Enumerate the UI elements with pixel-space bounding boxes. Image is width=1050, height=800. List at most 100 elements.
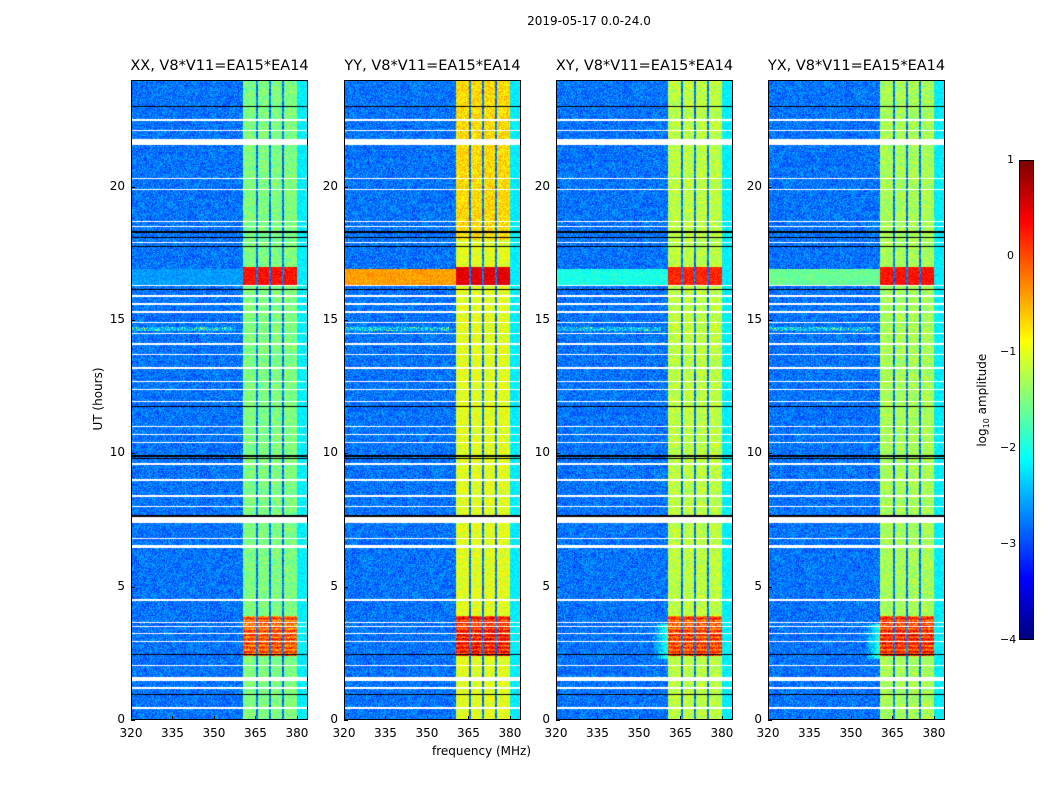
x-tick-label: 380 xyxy=(922,726,946,740)
x-tick-label: 320 xyxy=(119,726,143,740)
x-tick-mark xyxy=(638,716,640,720)
heatmap-panel: YY, V8*V11=EA15*EA14 320 335 350 365 380 0 5 10 1… xyxy=(323,58,522,740)
x-tick-label: 320 xyxy=(332,726,356,740)
colorbar-tick-label: −1 xyxy=(1000,345,1017,358)
y-tick-label: 15 xyxy=(534,312,550,326)
colorbar-tick-label: 0 xyxy=(1007,249,1014,262)
y-tick-mark xyxy=(131,320,135,321)
colorbar-label: log10 amplitude xyxy=(975,340,991,460)
y-tick-mark xyxy=(131,453,135,455)
heatmap-panel: XX, V8*V11=EA15*EA14 320 335 350 365 380 0 5 10 1… xyxy=(110,58,309,740)
x-axis-label: frequency (MHz) xyxy=(432,744,532,758)
x-tick-mark xyxy=(385,716,387,720)
y-tick-label: 5 xyxy=(754,578,762,593)
y-tick-label: 0 xyxy=(754,712,762,726)
figure-title: 2019-05-17 0.0-24.0 xyxy=(527,14,651,28)
x-tick-label: 350 xyxy=(627,726,651,740)
y-tick-mark xyxy=(344,186,348,188)
x-tick-mark xyxy=(468,716,470,720)
x-tick-mark xyxy=(213,716,215,720)
colorbar-tick-label: −2 xyxy=(1000,441,1017,454)
y-axis-label: UT (hours) xyxy=(91,367,105,431)
y-tick-mark xyxy=(344,720,348,721)
y-tick-label: 10 xyxy=(746,445,762,460)
y-tick-label: 20 xyxy=(534,178,550,193)
y-tick-label: 20 xyxy=(746,178,762,193)
y-tick-label: 15 xyxy=(746,312,762,326)
x-tick-mark xyxy=(509,716,511,720)
x-tick-label: 380 xyxy=(285,726,309,740)
x-tick-mark xyxy=(344,716,345,720)
x-tick-mark xyxy=(296,716,298,720)
panel-title: XY, V8*V11=EA15*EA14 xyxy=(555,58,734,74)
y-tick-mark xyxy=(556,186,560,188)
colorbar-tick-label: −4 xyxy=(1000,633,1017,646)
x-tick-label: 335 xyxy=(161,726,184,740)
panel-title: YX, V8*V11=EA15*EA14 xyxy=(767,58,946,74)
colorbar xyxy=(1019,160,1034,640)
y-tick-label: 5 xyxy=(542,578,550,593)
x-tick-label: 350 xyxy=(839,726,863,740)
y-tick-mark xyxy=(344,320,348,321)
x-tick-mark xyxy=(426,716,428,720)
x-tick-mark xyxy=(172,716,174,720)
x-tick-label: 365 xyxy=(881,726,904,740)
x-tick-mark xyxy=(556,716,557,720)
axes-frame xyxy=(344,80,521,720)
y-tick-label: 15 xyxy=(109,312,125,326)
x-tick-label: 380 xyxy=(710,726,734,740)
y-tick-mark xyxy=(768,320,772,321)
x-tick-mark xyxy=(255,716,257,720)
y-tick-label: 5 xyxy=(117,578,125,593)
panel-title: YY, V8*V11=EA15*EA14 xyxy=(344,58,521,74)
y-tick-label: 20 xyxy=(322,178,338,193)
y-tick-mark xyxy=(556,586,560,588)
y-tick-mark xyxy=(344,453,348,455)
x-tick-mark xyxy=(768,716,769,720)
heatmap-panel: XY, V8*V11=EA15*EA14 320 335 350 365 380 0 5 10 1… xyxy=(535,58,734,740)
x-tick-label: 350 xyxy=(202,726,226,740)
x-tick-label: 320 xyxy=(756,726,780,740)
heatmap-image xyxy=(556,80,733,720)
colorbar-label-rest: amplitude xyxy=(974,353,989,419)
colorbar-tick-label: 1 xyxy=(1007,153,1014,166)
x-tick-label: 320 xyxy=(544,726,568,740)
x-tick-mark xyxy=(809,716,811,720)
y-tick-mark xyxy=(556,453,560,455)
y-tick-mark xyxy=(556,720,560,721)
x-tick-label: 335 xyxy=(374,726,397,740)
y-tick-mark xyxy=(768,720,772,721)
x-tick-label: 350 xyxy=(415,726,439,740)
y-tick-mark xyxy=(131,720,135,721)
x-tick-label: 335 xyxy=(586,726,609,740)
x-tick-mark xyxy=(721,716,723,720)
y-tick-label: 0 xyxy=(117,712,125,726)
y-tick-label: 15 xyxy=(322,312,338,326)
x-tick-label: 335 xyxy=(798,726,821,740)
y-tick-mark xyxy=(131,586,135,588)
x-tick-mark xyxy=(933,716,935,720)
y-tick-mark xyxy=(768,186,772,188)
y-tick-label: 5 xyxy=(330,578,338,593)
heatmap-image xyxy=(768,80,945,720)
panel-title: XX, V8*V11=EA15*EA14 xyxy=(130,58,309,74)
y-tick-label: 10 xyxy=(534,445,550,460)
colorbar-tick-label: −3 xyxy=(1000,537,1017,550)
axes-frame xyxy=(131,80,308,720)
x-tick-label: 365 xyxy=(457,726,480,740)
axes-frame xyxy=(556,80,733,720)
y-tick-mark xyxy=(556,320,560,321)
colorbar-label-sub: 10 xyxy=(982,418,992,429)
x-tick-mark xyxy=(892,716,894,720)
colorbar-label-main: log xyxy=(974,428,989,447)
y-tick-mark xyxy=(768,453,772,455)
x-tick-mark xyxy=(850,716,852,720)
y-tick-label: 20 xyxy=(109,178,125,193)
y-tick-label: 0 xyxy=(542,712,550,726)
y-tick-mark xyxy=(131,186,135,188)
y-tick-mark xyxy=(768,586,772,588)
y-tick-mark xyxy=(344,586,348,588)
x-tick-mark xyxy=(131,716,132,720)
x-tick-mark xyxy=(597,716,599,720)
